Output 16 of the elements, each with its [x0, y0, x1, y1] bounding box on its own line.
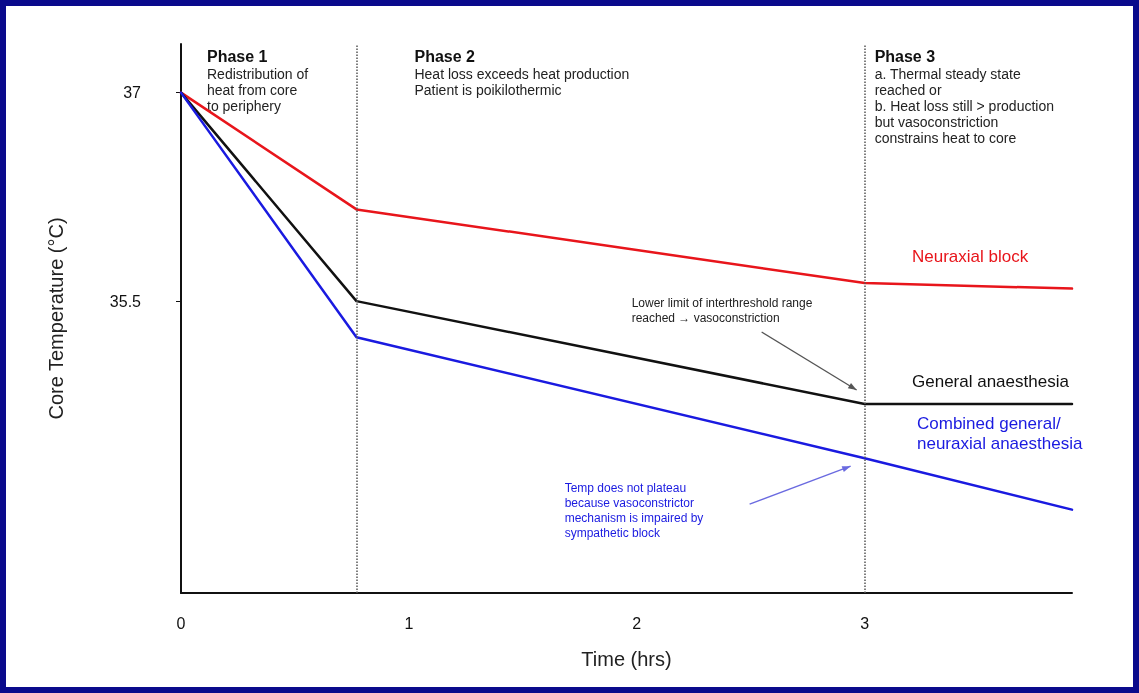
y-axis-title: Core Temperature (°C) [45, 217, 67, 420]
series-label: Combined general/neuraxial anaesthesia [917, 414, 1083, 454]
annotation: Phase 3 a. Thermal steady state reached or b. Heat loss still > production but vasoconstriction constrains heat to core [874, 47, 1055, 146]
x-tick-label: 3 [860, 614, 870, 632]
x-axis-title: Time (hrs) [581, 648, 672, 670]
annotation: Lower limit of interthreshold range reached → vasoconstriction [631, 296, 813, 326]
x-tick-label: 2 [632, 614, 642, 632]
series-label: Neuraxial block [912, 247, 1029, 267]
series-label: General anaesthesia [912, 372, 1070, 392]
y-tick-label: 35.5 [109, 292, 142, 310]
y-tick-label: 37 [123, 84, 142, 102]
x-tick-label: 0 [176, 614, 186, 632]
x-tick-label: 1 [404, 614, 414, 632]
annotation: Phase 1 Redistribution of heat from core to periphery [207, 47, 309, 114]
annotation: Phase 2 Heat loss exceeds heat production Patient is poikilothermic [414, 47, 630, 98]
annotation: Temp does not plateau because vasoconstrictor mechanism is impaired by sympathetic block [564, 480, 704, 540]
